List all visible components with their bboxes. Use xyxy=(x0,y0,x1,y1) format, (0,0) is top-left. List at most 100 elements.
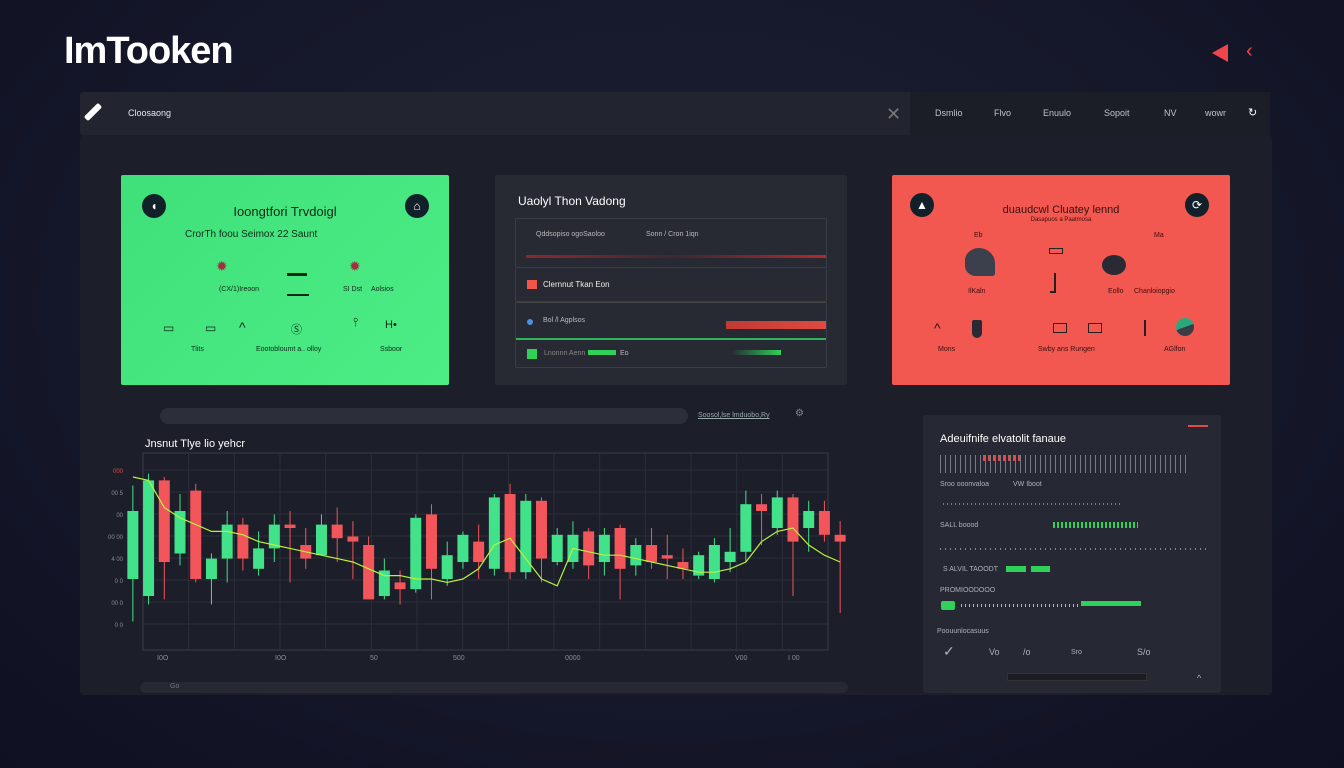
analytical-chart-card[interactable]: ▲ ⟳ duaudcwl Cluatey lennd Dasapuos a Pa… xyxy=(892,175,1230,385)
candle-body xyxy=(253,548,265,569)
search-hint[interactable]: Soosol,lse lmduobo,Ry xyxy=(698,412,770,419)
row-label: Bol /l Agplsos xyxy=(543,317,586,324)
chevron-up-icon[interactable]: ^ xyxy=(934,320,941,336)
candle-body xyxy=(536,500,548,559)
pen-icon[interactable] xyxy=(83,102,103,122)
chevron-up-icon[interactable]: ^ xyxy=(1197,673,1202,683)
chart-scrollbar[interactable]: Go xyxy=(140,682,848,693)
list-item[interactable]: Clernnut Tkan Eon xyxy=(515,268,827,302)
card-icon[interactable] xyxy=(1088,323,1102,333)
shield-icon[interactable] xyxy=(972,320,982,338)
nav-item[interactable]: Flvo xyxy=(994,108,1012,118)
footer-item[interactable]: S/o xyxy=(1137,647,1151,657)
settings-icon[interactable]: ⚙ xyxy=(795,408,804,419)
y-tick-label: 00 00 xyxy=(108,535,124,541)
row-value: Sonn / Cron 1iqn xyxy=(646,231,699,238)
home-icon[interactable]: ⌂ xyxy=(405,194,429,218)
label: IlKaln xyxy=(968,288,986,295)
footer-title: Poouunlocasuus xyxy=(937,628,989,635)
row-label: Sroo ooonvaloa xyxy=(940,481,990,488)
candle-body xyxy=(158,480,170,562)
card-icon[interactable]: ▭ xyxy=(205,321,217,335)
nav-item[interactable]: NV xyxy=(1164,108,1177,118)
candle-body xyxy=(237,524,249,559)
candle-body xyxy=(724,551,736,562)
row-value: Eo xyxy=(620,350,629,357)
y-tick-label: 00 5 xyxy=(111,491,123,497)
candle-body xyxy=(834,534,846,542)
play-icon[interactable]: ▲ xyxy=(910,193,934,217)
close-icon[interactable]: ✕ xyxy=(886,104,902,124)
candle-body xyxy=(457,534,469,562)
candle-body xyxy=(488,497,500,569)
receipt-icon[interactable]: Ⓢ xyxy=(291,324,302,336)
chart-icon[interactable]: ⫯ xyxy=(353,315,359,329)
card-subtitle: Dasapuos a Paatmosa xyxy=(1030,217,1092,223)
x-tick-label: 500 xyxy=(453,655,465,662)
candle-body xyxy=(284,524,296,528)
footer-item[interactable]: Sro xyxy=(1071,649,1082,656)
y-tick-label: 00 0 xyxy=(111,601,123,607)
label: Tlits xyxy=(191,346,204,353)
label: Mons xyxy=(938,346,956,353)
y-tick-label: 00 xyxy=(116,513,123,519)
progress-bar xyxy=(526,255,826,258)
card-icon[interactable] xyxy=(1053,323,1067,333)
row-label: Lnonnn Aenn xyxy=(544,350,586,357)
nav-item[interactable]: Enuulo xyxy=(1043,108,1072,118)
footer-item[interactable]: Vo xyxy=(989,647,1000,657)
chevron-up-icon[interactable]: ^ xyxy=(239,319,246,335)
row-label: Qddsopiso ogoSaoloo xyxy=(536,231,605,238)
candle-body xyxy=(473,541,485,562)
row-value: VW Iboot xyxy=(1013,481,1042,488)
cash-icon xyxy=(1049,248,1063,254)
depth-bar xyxy=(1053,522,1138,528)
candle-body xyxy=(315,524,327,556)
label: Chanloiopgio xyxy=(1134,288,1175,295)
search-input[interactable] xyxy=(160,408,688,424)
nav-item[interactable]: wowr xyxy=(1205,108,1227,118)
sync-icon[interactable]: ⟳ xyxy=(1185,193,1209,217)
buy-button[interactable] xyxy=(941,601,955,610)
chevron-left-icon[interactable]: ‹ xyxy=(1246,40,1253,62)
list-item[interactable]: Lnonnn Aenn Eo xyxy=(515,340,827,368)
candle-body xyxy=(771,497,783,528)
label: (CX/1)Ireoon xyxy=(219,286,260,293)
panel-title: Adeuifnife elvatolit fanaue xyxy=(940,433,1066,445)
check-icon xyxy=(527,349,537,359)
nav-item[interactable]: Dsmlio xyxy=(935,108,963,118)
footer-item[interactable]: /o xyxy=(1023,647,1031,657)
row-label: PROMIOODOOO xyxy=(940,587,996,594)
bar-icon xyxy=(1050,273,1056,293)
input-field[interactable] xyxy=(1007,673,1147,681)
candle-body xyxy=(614,528,626,569)
label: Eb xyxy=(974,232,983,239)
refresh-icon[interactable]: ↻ xyxy=(1248,107,1258,119)
bars-icon[interactable]: H• xyxy=(385,319,397,331)
list-item[interactable]: Qddsopiso ogoSaoloo Sonn / Cron 1iqn xyxy=(515,218,827,268)
gear-icon: ✹ xyxy=(216,258,228,274)
moving-average-line xyxy=(132,476,841,587)
sound-icon[interactable]: ◖ xyxy=(142,194,166,218)
play-left-icon[interactable] xyxy=(1212,44,1228,62)
minimize-icon[interactable] xyxy=(1188,425,1208,427)
cloud-icon xyxy=(1102,255,1126,275)
label: Swby ans Rungen xyxy=(1038,346,1095,353)
label: Aolsios xyxy=(371,286,394,293)
wallet-icon[interactable]: ▭ xyxy=(163,321,175,335)
candle-body xyxy=(598,534,610,562)
brand-logo: ImTooken xyxy=(64,30,234,72)
list-item[interactable]: Bol /l Agplsos xyxy=(515,302,827,340)
pin-icon[interactable] xyxy=(1144,320,1146,336)
alert-icon xyxy=(527,280,537,289)
candle-body xyxy=(363,545,375,600)
x-tick-label: V00 xyxy=(735,655,748,662)
pie-icon[interactable] xyxy=(1176,318,1194,336)
check-icon[interactable]: ✓ xyxy=(943,643,955,659)
dot-icon xyxy=(527,319,533,325)
y-tick-label: 0 0 xyxy=(115,579,124,585)
long-trading-card[interactable]: ◖ ⌂ Ioongtfori Trvdoigl CrorTh foou Seim… xyxy=(121,175,449,385)
candle-body xyxy=(378,570,390,596)
nav-item[interactable]: Sopoit xyxy=(1104,108,1130,118)
